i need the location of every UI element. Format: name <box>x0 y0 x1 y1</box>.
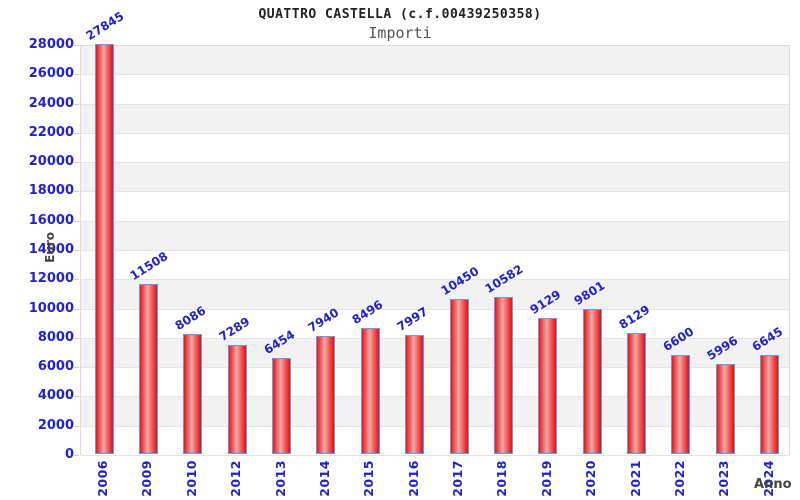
grid-band <box>81 251 789 281</box>
y-tick-mark <box>74 279 79 281</box>
y-tick-mark <box>74 337 79 339</box>
y-tick-mark <box>74 74 79 76</box>
y-tick-mark <box>74 191 79 193</box>
x-tick-label: 2006 <box>95 460 110 497</box>
grid-band <box>81 133 789 164</box>
chart-subtitle: Importi <box>368 24 432 42</box>
y-tick-label: 14000 <box>28 242 74 257</box>
y-tick-label: 26000 <box>28 66 74 82</box>
bar <box>715 364 735 454</box>
x-tick-label: 2022 <box>671 460 687 497</box>
bar <box>449 298 469 454</box>
y-tick-label: 2000 <box>37 417 74 433</box>
bar <box>582 308 602 454</box>
plot-area: 27845 11508 8086 7289 6454 7940 8496 7997 10450 1… <box>80 9 790 456</box>
bar <box>316 335 336 454</box>
x-tick-label: 2021 <box>627 460 643 497</box>
x-tick-label: 2020 <box>583 460 599 497</box>
bar <box>760 354 780 454</box>
grid-band <box>81 221 789 251</box>
y-tick-mark <box>74 250 79 251</box>
x-tick-label: 2016 <box>405 460 421 497</box>
bar <box>138 283 158 454</box>
y-tick-mark <box>74 132 79 134</box>
x-tick-label: 2012 <box>228 460 244 497</box>
y-tick-label: 10000 <box>28 300 74 316</box>
y-tick-label: 12000 <box>28 271 74 287</box>
y-tick-mark <box>74 162 79 164</box>
y-tick-label: 24000 <box>28 95 74 111</box>
y-tick-label: 16000 <box>28 212 74 228</box>
y-tick-label: 6000 <box>37 359 74 375</box>
x-axis-title: Anno <box>754 477 792 492</box>
y-tick-label: 28000 <box>28 37 74 52</box>
grid-band <box>81 46 789 76</box>
bar <box>360 327 380 454</box>
y-tick-mark <box>74 425 79 427</box>
x-tick-label: 2010 <box>183 460 199 497</box>
x-tick-label: 2014 <box>316 460 332 497</box>
bar <box>538 318 558 454</box>
y-tick-mark <box>74 396 79 398</box>
x-tick-label: 2017 <box>450 460 465 497</box>
y-tick-label: 18000 <box>28 183 74 199</box>
y-tick-mark <box>74 455 79 456</box>
grid-band <box>81 163 789 193</box>
bar <box>493 297 513 454</box>
y-tick-mark <box>74 45 79 46</box>
x-tick-label: 2009 <box>139 460 155 497</box>
bar <box>272 357 291 454</box>
bar <box>627 332 646 454</box>
bar <box>183 333 203 454</box>
y-tick-label: 8000 <box>37 329 74 345</box>
bar <box>405 334 425 454</box>
y-tick-label: 0 <box>64 447 74 462</box>
y-tick-label: 20000 <box>28 154 74 170</box>
grid-band <box>81 280 789 310</box>
grid-band <box>81 192 789 222</box>
y-tick-mark <box>74 367 79 369</box>
grid-band <box>81 75 789 105</box>
grid-band <box>81 104 789 134</box>
y-tick-label: 4000 <box>37 388 74 404</box>
x-tick-label: 2023 <box>716 460 732 497</box>
x-tick-label: 2013 <box>272 460 288 497</box>
bar <box>227 345 247 454</box>
y-tick-mark <box>74 220 79 222</box>
bar <box>671 355 691 454</box>
y-tick-mark <box>74 103 79 105</box>
y-tick-label: 22000 <box>28 124 74 140</box>
x-tick-label: 2019 <box>538 460 554 497</box>
y-axis-title: Euro <box>43 232 57 263</box>
chart-title: QUATTRO CASTELLA (c.f.00439250358) <box>258 7 542 22</box>
x-tick-label: 2018 <box>494 460 510 497</box>
x-tick-label: 2015 <box>361 460 377 497</box>
y-tick-mark <box>74 308 79 310</box>
bar <box>94 44 114 454</box>
